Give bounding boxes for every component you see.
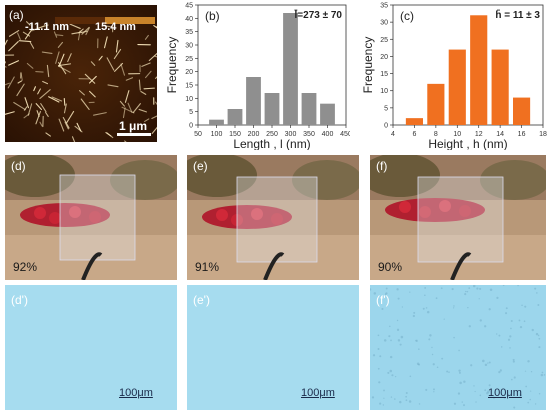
- transmittance-f: 90%: [378, 260, 403, 274]
- length-mean-annotation: l̄=273 ± 70: [294, 9, 343, 21]
- transmittance-d: 92%: [13, 260, 38, 274]
- histogram-bar: [513, 97, 531, 125]
- y-tick-label: 10: [380, 88, 388, 95]
- panel-label-f-prime: (f'): [376, 293, 390, 307]
- afm-scale-bar: 1 μm: [119, 119, 148, 133]
- x-tick-label: 100: [211, 131, 223, 138]
- x-tick-label: 450: [340, 131, 350, 138]
- panel-label-d: (d): [11, 159, 26, 173]
- height-histogram: 4 6 8 10 12 14 16 18 0 5 10 15 20 25 30 35 (c) h̄ = 11…: [361, 3, 547, 151]
- x-tick-label: 300: [285, 131, 297, 138]
- y-tick-label: 20: [185, 69, 193, 76]
- transparent-film-photo: [370, 155, 546, 280]
- panel-label-b: (b): [205, 9, 220, 23]
- afm-height-max: 15.4 nm: [95, 21, 136, 33]
- y-tick-label: 15: [380, 71, 388, 78]
- panel-label-e-prime: (e'): [193, 293, 210, 307]
- x-tick-label: 10: [453, 131, 461, 138]
- plot-frame: [392, 4, 544, 126]
- photo-panel-d: (d) 92%: [5, 155, 177, 280]
- histogram-bar: [283, 13, 298, 125]
- histogram-bar: [320, 103, 335, 125]
- afm-nanofiber-image: [5, 5, 157, 142]
- panel-label-d-prime: (d'): [11, 293, 28, 307]
- y-tick-label: 30: [380, 20, 388, 27]
- y-tick-label: 5: [384, 105, 388, 112]
- micrograph-panel-e-prime: (e') 100μm: [187, 285, 359, 410]
- x-tick-label: 14: [496, 131, 504, 138]
- y-tick-label: 35: [380, 3, 388, 10]
- y-tick-label: 15: [185, 83, 193, 90]
- micrograph-panel-f-prime: (f') 100μm: [370, 285, 546, 410]
- x-tick-label: 350: [303, 131, 315, 138]
- afm-height-min: -11.1 nm: [25, 21, 70, 33]
- x-tick-label: 250: [266, 131, 278, 138]
- y-tick-label: 35: [185, 29, 193, 36]
- speckle-texture: [370, 285, 546, 409]
- scale-bar-d-prime: 100μm: [119, 387, 153, 399]
- y-tick-label: 0: [384, 123, 388, 130]
- length-histogram: 50 100 150 200 250 300 350 400 450 0 5 10 15 20 25 30 3…: [165, 3, 350, 151]
- x-axis-label: Length , l (nm): [233, 137, 310, 150]
- y-tick-label: 25: [380, 37, 388, 44]
- histogram-bar: [405, 118, 423, 125]
- scale-bar-f-prime: 100μm: [488, 387, 522, 399]
- micrograph-panel-d-prime: (d') 100μm: [5, 285, 177, 410]
- scale-bar-e-prime: 100μm: [301, 387, 335, 399]
- histogram-bar: [227, 109, 243, 125]
- y-tick-label: 45: [185, 3, 193, 10]
- y-tick-label: 30: [185, 43, 193, 50]
- x-tick-label: 6: [412, 131, 416, 138]
- histogram-bar: [301, 93, 317, 125]
- histogram-bar: [209, 119, 224, 125]
- y-axis-label: Frequency: [165, 37, 179, 94]
- height-mean-annotation: h̄ = 11 ± 3: [495, 9, 540, 21]
- y-tick-label: 40: [185, 16, 193, 23]
- transparent-film-photo: [187, 155, 359, 280]
- x-tick-label: 4: [391, 131, 395, 138]
- photo-panel-e: (e) 91%: [187, 155, 359, 280]
- x-tick-label: 50: [194, 131, 202, 138]
- x-tick-label: 8: [434, 131, 438, 138]
- photo-panel-f: (f) 90%: [370, 155, 546, 280]
- y-tick-label: 0: [189, 123, 193, 130]
- transparent-film-photo: [5, 155, 177, 280]
- panel-label-e: (e): [193, 159, 208, 173]
- x-tick-label: 200: [248, 131, 260, 138]
- histogram-bar: [491, 49, 509, 126]
- histogram-bar: [264, 93, 280, 125]
- y-tick-label: 5: [189, 109, 193, 116]
- panel-label-a: (a): [9, 8, 24, 22]
- afm-image-panel: (a) -11.1 nm 15.4 nm 1 μm: [5, 5, 157, 142]
- y-tick-label: 10: [185, 96, 193, 103]
- x-tick-label: 16: [518, 131, 526, 138]
- x-tick-label: 18: [539, 131, 547, 138]
- x-axis-label: Height , h (nm): [428, 137, 507, 150]
- panel-label-f: (f): [376, 159, 388, 173]
- afm-scale-line: [117, 133, 151, 136]
- panel-label-c: (c): [400, 9, 414, 23]
- y-tick-label: 25: [185, 56, 193, 63]
- x-tick-label: 400: [322, 131, 334, 138]
- histogram-bar: [427, 83, 445, 125]
- histogram-bar: [470, 15, 488, 126]
- x-tick-label: 12: [475, 131, 483, 138]
- y-tick-label: 20: [380, 54, 388, 61]
- transmittance-e: 91%: [195, 260, 220, 274]
- histogram-bar: [246, 77, 261, 125]
- histogram-bar: [448, 49, 466, 126]
- y-axis-label: Frequency: [361, 37, 375, 94]
- x-tick-label: 150: [229, 131, 241, 138]
